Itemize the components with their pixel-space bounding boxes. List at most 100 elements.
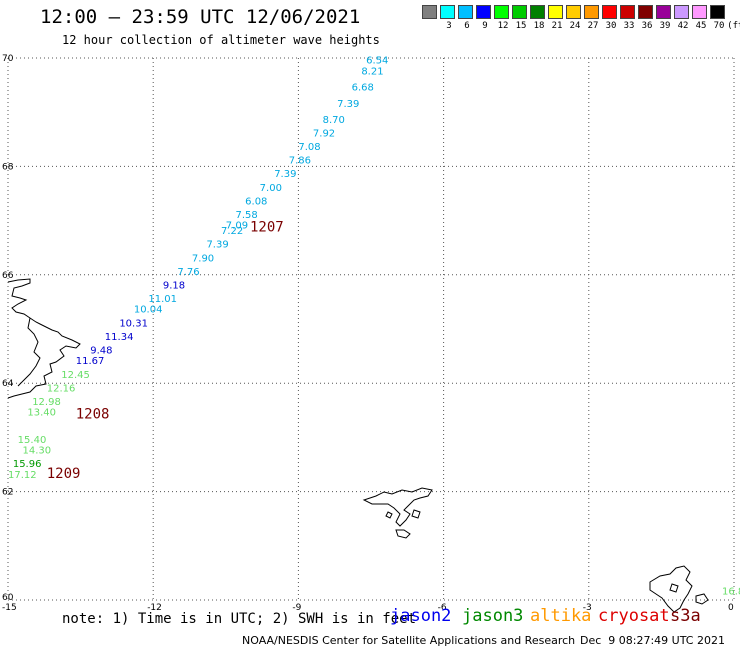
legend-swatch	[530, 5, 545, 19]
wave-height-value: 8.70	[323, 115, 345, 126]
faroe-islets	[385, 509, 421, 539]
longitude-tick-label: -9	[292, 603, 301, 613]
latitude-tick-label: 64	[2, 379, 14, 389]
legend-tick-label: 12	[497, 21, 509, 31]
wave-height-values: 6.548.21 6.68 7.39 8.70 7.92 7.08 7.86 7.39 7.00…	[8, 55, 740, 597]
legend-swatch	[584, 5, 599, 19]
wave-height-value: 11.34	[105, 332, 134, 343]
satellite-legend-item: jason3	[462, 606, 524, 626]
wave-height-value: 7.08	[298, 142, 320, 153]
legend-tick-label: 39	[659, 21, 671, 31]
wave-height-value: 6.54	[366, 55, 388, 66]
axis-ticks: -15 -12 -9 -6 -3 0 70 68 66 64 62 60	[2, 54, 734, 613]
wave-height-value: 12.45	[61, 370, 90, 381]
wave-height-value: 16.8	[722, 587, 740, 598]
latitude-tick-label: 68	[2, 162, 14, 172]
wave-height-value: 7.09	[226, 221, 248, 232]
longitude-tick-label: -12	[147, 603, 162, 613]
legend-swatch	[656, 5, 671, 19]
pass-time-label: 1207	[250, 219, 284, 235]
wave-height-value: 13.40	[27, 408, 56, 419]
wave-height-value: 7.22	[221, 226, 243, 237]
longitude-tick-label: -15	[2, 603, 17, 613]
wave-height-value: 9.48	[90, 345, 112, 356]
legend-tick-label: 33	[623, 21, 635, 31]
latitude-tick-label: 60	[2, 593, 14, 603]
legend-tick-label: 45	[695, 21, 707, 31]
satellite-legend-item: altika	[530, 606, 592, 626]
wave-height-value: 12.16	[47, 383, 76, 394]
latitude-tick-label: 66	[2, 271, 14, 281]
wave-height-value: 6.68	[352, 83, 374, 94]
legend-tick-label: 42	[677, 21, 689, 31]
legend-swatch	[440, 5, 455, 19]
longitude-tick-label: -6	[438, 603, 447, 613]
legend-swatch	[566, 5, 581, 19]
map-subtitle: 12 hour collection of altimeter wave hei…	[62, 33, 380, 47]
iceland-coastline	[7, 278, 81, 399]
satellite-legend-item: s3a	[670, 606, 701, 626]
wave-height-value: 17.12	[8, 470, 37, 481]
satellite-legend-item: jason2	[390, 606, 452, 626]
note-text: note: 1) Time is in UTC; 2) SWH is in fe…	[62, 611, 417, 627]
legend-tick-label: 36	[641, 21, 653, 31]
shetland-islands	[649, 565, 693, 613]
legend-swatch	[512, 5, 527, 19]
legend-tick-label: 15	[515, 21, 527, 31]
legend-tick-label: 18	[533, 21, 545, 31]
legend-tick-label: 27	[587, 21, 599, 31]
legend-tick-label: 3	[446, 21, 452, 31]
pass-time-labels: 1207 1208 1209	[47, 219, 284, 482]
generated-timestamp: Dec 9 08:27:49 UTC 2021	[580, 634, 725, 647]
legend-swatch	[620, 5, 635, 19]
lat-lon-grid	[7, 57, 735, 601]
wave-height-value: 7.90	[192, 253, 214, 264]
wave-height-value: 10.04	[134, 305, 163, 316]
pass-time-label: 1209	[47, 466, 81, 482]
wave-height-value: 10.31	[119, 318, 148, 329]
wave-height-value: 7.92	[313, 129, 335, 140]
faroe-islands	[362, 487, 433, 527]
wave-height-value: 7.58	[235, 210, 257, 221]
legend-swatch	[548, 5, 563, 19]
legend-swatch	[476, 5, 491, 19]
coastlines	[7, 278, 709, 613]
wave-height-value: 8.21	[361, 66, 383, 77]
legend-tick-label: 70	[713, 21, 725, 31]
legend-swatch	[458, 5, 473, 19]
wave-height-value: 12.98	[32, 397, 61, 408]
legend-swatch	[710, 5, 725, 19]
satellite-legend-item: cryosat	[598, 606, 670, 626]
legend-swatch	[422, 5, 437, 19]
longitude-tick-label: 0	[728, 603, 734, 613]
wave-height-value: 9.18	[163, 280, 185, 291]
wave-height-value: 7.39	[337, 99, 359, 110]
legend-tick-label: 9	[482, 21, 488, 31]
legend-swatch	[692, 5, 707, 19]
wave-height-value: 15.40	[18, 435, 47, 446]
wave-height-value: 11.01	[148, 294, 177, 305]
wave-height-value: 7.39	[206, 240, 228, 251]
wave-height-value: 7.00	[260, 183, 282, 194]
credit-text: NOAA/NESDIS Center for Satellite Applica…	[242, 634, 576, 647]
wave-height-value: 6.08	[245, 196, 267, 207]
legend-swatch	[602, 5, 617, 19]
wave-height-value: 14.30	[23, 446, 52, 457]
wave-height-value: 7.86	[289, 156, 311, 167]
legend-unit-label: (ft)	[727, 21, 740, 31]
latitude-tick-label: 62	[2, 488, 13, 498]
wave-height-value: 15.96	[13, 459, 42, 470]
legend-tick-label: 30	[605, 21, 617, 31]
legend-tick-label: 24	[569, 21, 581, 31]
legend-swatch	[674, 5, 689, 19]
shetland-islets	[669, 583, 709, 605]
iceland-coastline-inner	[17, 317, 41, 387]
wave-height-value: 7.39	[274, 169, 296, 180]
legend-tick-label: 6	[464, 21, 470, 31]
longitude-tick-label: -3	[583, 603, 592, 613]
wave-height-value: 11.67	[76, 356, 105, 367]
latitude-tick-label: 70	[2, 54, 14, 64]
pass-time-label: 1208	[76, 406, 110, 422]
map-title: 12:00 – 23:59 UTC 12/06/2021	[40, 6, 361, 28]
